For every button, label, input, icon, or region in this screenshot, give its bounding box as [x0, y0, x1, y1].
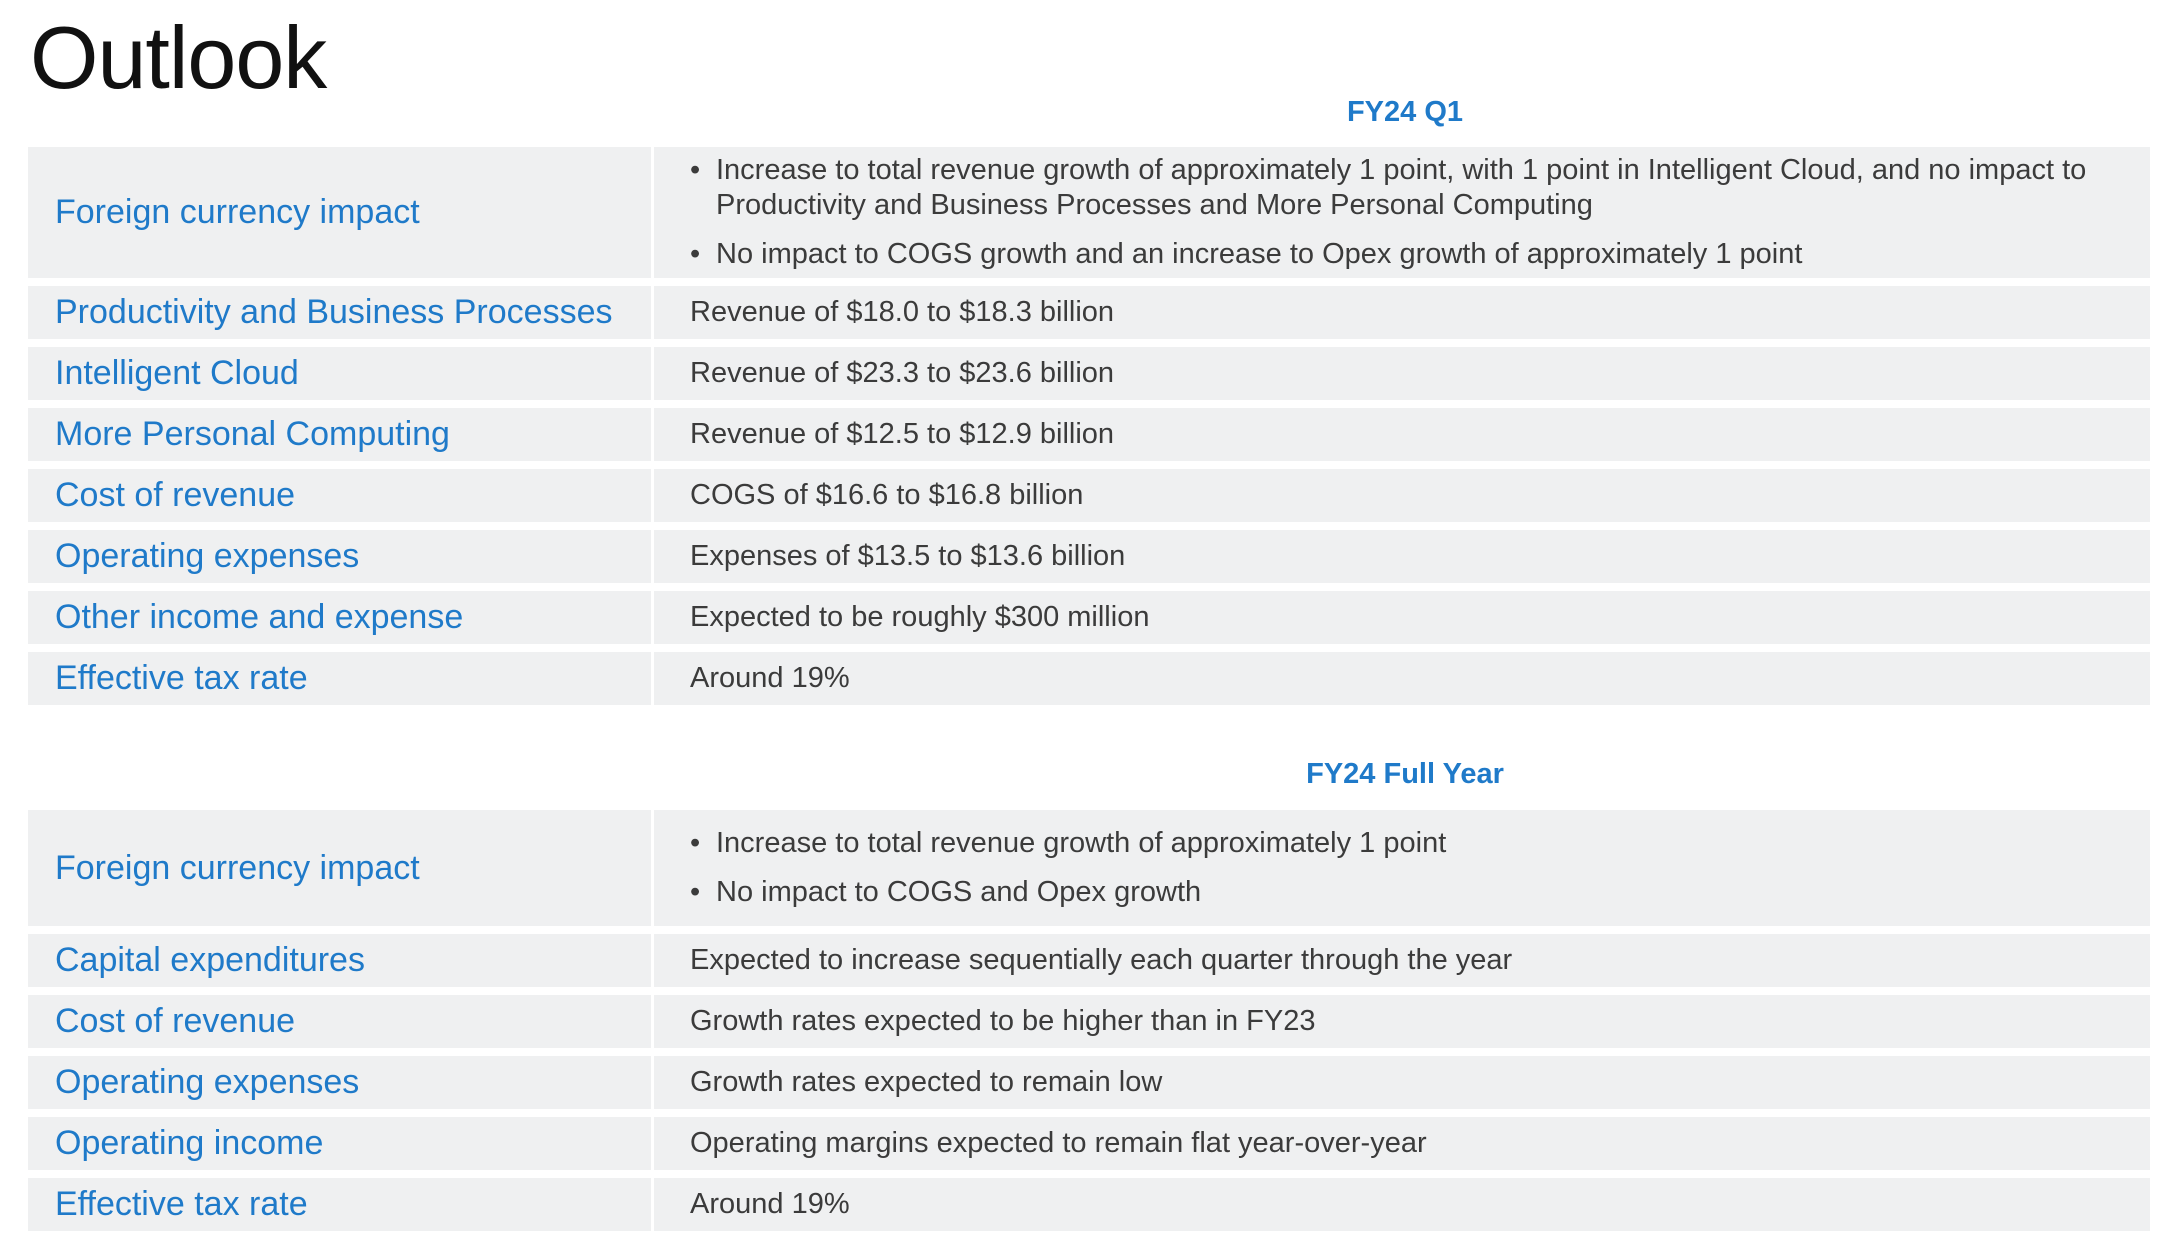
fy-row-value: Growth rates expected to remain low	[690, 1066, 1163, 1098]
fy-fx-bullets: Increase to total revenue growth of appr…	[690, 826, 2130, 910]
q1-row-value: Expenses of $13.5 to $13.6 billion	[690, 540, 1126, 572]
fy-row-capex: Capital expenditures Expected to increas…	[28, 934, 2150, 987]
fy-table: Foreign currency impact Increase to tota…	[28, 810, 2150, 1239]
fy-row-label: Capital expenditures	[28, 934, 654, 987]
q1-row-value: Expected to be roughly $300 million	[690, 601, 1150, 633]
fy-fx-bullet-2: No impact to COGS and Opex growth	[690, 875, 2130, 910]
q1-fx-value: Increase to total revenue growth of appr…	[654, 147, 2150, 278]
q1-row-intelligent-cloud: Intelligent Cloud Revenue of $23.3 to $2…	[28, 347, 2150, 400]
fy-fx-value: Increase to total revenue growth of appr…	[654, 810, 2150, 926]
q1-row-label: Operating expenses	[28, 530, 654, 583]
q1-row-value: Around 19%	[690, 662, 850, 694]
q1-fx-label: Foreign currency impact	[28, 147, 654, 278]
q1-row-value: Revenue of $12.5 to $12.9 billion	[690, 418, 1115, 450]
q1-heading: FY24 Q1	[1346, 96, 1464, 128]
q1-row-label: More Personal Computing	[28, 408, 654, 461]
q1-row-other-income: Other income and expense Expected to be …	[28, 591, 2150, 644]
fy-heading: FY24 Full Year	[1306, 758, 1504, 790]
fy-row-label: Cost of revenue	[28, 995, 654, 1048]
fy-row-cost-of-revenue: Cost of revenue Growth rates expected to…	[28, 995, 2150, 1048]
q1-row-label: Cost of revenue	[28, 469, 654, 522]
fy-row-fx: Foreign currency impact Increase to tota…	[28, 810, 2150, 926]
q1-row-effective-tax-rate: Effective tax rate Around 19%	[28, 652, 2150, 705]
fy-row-label: Operating income	[28, 1117, 654, 1170]
q1-row-more-personal-computing: More Personal Computing Revenue of $12.5…	[28, 408, 2150, 461]
q1-fx-bullets: Increase to total revenue growth of appr…	[690, 153, 2130, 272]
q1-row-label: Intelligent Cloud	[28, 347, 654, 400]
q1-row-productivity: Productivity and Business Processes Reve…	[28, 286, 2150, 339]
q1-row-value: Revenue of $23.3 to $23.6 billion	[690, 357, 1115, 389]
q1-row-operating-expenses: Operating expenses Expenses of $13.5 to …	[28, 530, 2150, 583]
q1-table: Foreign currency impact Increase to tota…	[28, 147, 2150, 713]
q1-fx-bullet-1: Increase to total revenue growth of appr…	[690, 153, 2130, 223]
fy-row-value: Around 19%	[690, 1188, 850, 1220]
fy-row-label: Effective tax rate	[28, 1178, 654, 1231]
fy-fx-label: Foreign currency impact	[28, 810, 654, 926]
fy-row-operating-expenses: Operating expenses Growth rates expected…	[28, 1056, 2150, 1109]
q1-row-label: Productivity and Business Processes	[28, 286, 654, 339]
q1-row-label: Other income and expense	[28, 591, 654, 644]
q1-row-value: COGS of $16.6 to $16.8 billion	[690, 479, 1084, 511]
fy-row-value: Operating margins expected to remain fla…	[690, 1127, 1427, 1159]
page-title: Outlook	[30, 8, 327, 107]
fy-row-operating-income: Operating income Operating margins expec…	[28, 1117, 2150, 1170]
q1-fx-bullet-2: No impact to COGS growth and an increase…	[690, 237, 2130, 272]
fy-row-value: Expected to increase sequentially each q…	[690, 944, 1513, 976]
q1-row-value: Revenue of $18.0 to $18.3 billion	[690, 296, 1115, 328]
fy-fx-bullet-1: Increase to total revenue growth of appr…	[690, 826, 2130, 861]
fy-row-label: Operating expenses	[28, 1056, 654, 1109]
fy-row-value: Growth rates expected to be higher than …	[690, 1005, 1316, 1037]
fy-row-effective-tax-rate: Effective tax rate Around 19%	[28, 1178, 2150, 1231]
q1-row-label: Effective tax rate	[28, 652, 654, 705]
q1-row-fx: Foreign currency impact Increase to tota…	[28, 147, 2150, 278]
q1-row-cost-of-revenue: Cost of revenue COGS of $16.6 to $16.8 b…	[28, 469, 2150, 522]
